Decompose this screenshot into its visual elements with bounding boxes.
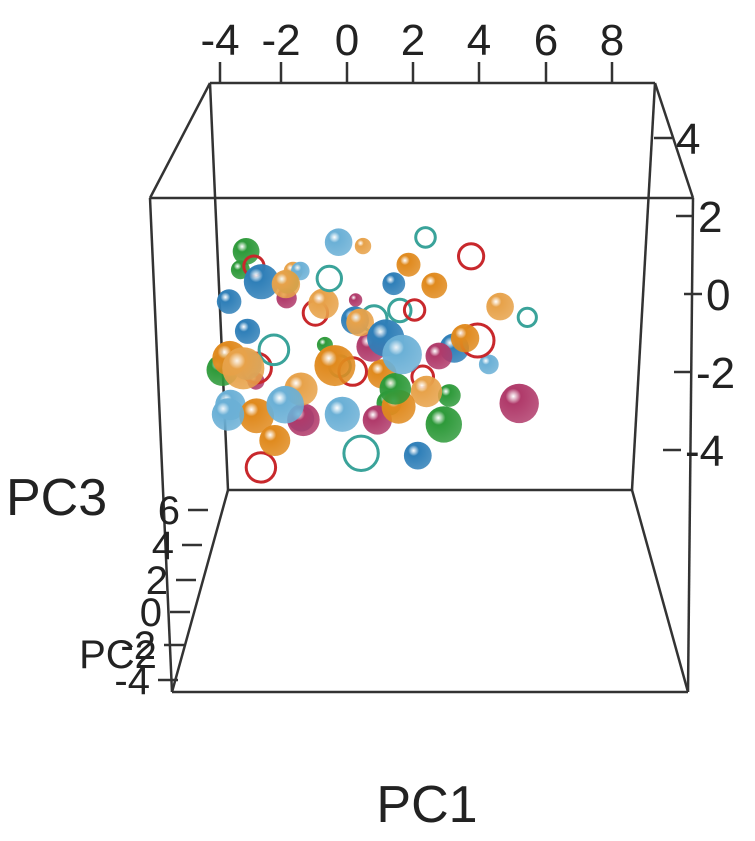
data-point [239,398,274,434]
data-point [450,324,480,353]
plot-box-front-edges [148,82,695,694]
data-point [478,354,499,375]
data-point [257,333,291,367]
data-point [457,242,486,271]
data-point [259,425,291,456]
z-tick-label: -4 [114,659,150,703]
y-tick-label: 4 [676,115,700,164]
box-edge-bottom-left-depth [170,489,230,693]
data-point [234,318,261,344]
data-point [402,298,427,322]
y-tick-label: -4 [685,427,724,476]
data-point [425,406,462,443]
data-point [396,252,421,277]
x-tick-label: 2 [401,16,425,65]
data-point [425,342,453,370]
data-point [315,264,343,293]
data-point [387,297,413,324]
y-tick-label: 2 [698,193,722,242]
data-point [232,238,260,265]
data-point [382,272,406,296]
data-point [271,269,301,299]
data-point [421,272,448,299]
data-point [403,441,432,470]
y-tick-label: -2 [696,349,735,398]
x-tick-label: 6 [534,16,558,65]
z-tick-label: -2 [120,624,156,668]
z-tick-label: 4 [152,524,174,568]
y-tick-label: 0 [706,271,730,320]
data-point [324,396,360,432]
z-tick-label: 0 [140,591,162,635]
data-point [266,385,305,424]
data-point [243,264,279,300]
scatter-points [206,226,539,484]
data-point [211,398,245,431]
data-point [348,293,363,307]
z-axis-label: PC3 [6,469,107,527]
box-edge-back-right [630,82,657,491]
data-point [314,345,356,387]
data-point [354,237,372,255]
data-point [216,289,242,314]
data-point [324,228,353,256]
data-point [516,306,538,328]
z-tick-label: 6 [158,489,180,533]
box-edge-top-left-depth [148,82,212,199]
data-point [222,347,265,390]
x-tick-label: -2 [261,16,300,65]
z-tick-label: 2 [146,559,168,603]
box-edge-front-left [148,197,174,693]
x-axis-label: PC1 [376,776,477,834]
x-tick-label: 8 [600,16,624,65]
data-point [414,226,437,249]
data-point [308,288,339,319]
y-axis-label: PC2 [79,633,157,677]
data-point [244,451,278,484]
data-point [437,384,461,407]
box-edge-top-right-depth [653,82,695,199]
x-tick-label: 4 [467,16,491,65]
x-tick-label: 0 [335,16,359,65]
data-point [382,334,422,375]
data-point [410,375,443,408]
box-edge-bottom-right-depth [630,489,690,693]
x-tick-label: -4 [200,16,239,65]
data-point [379,373,412,405]
data-point [499,383,539,424]
data-point [346,308,374,337]
data-point [486,292,514,321]
box-edge-front-right [686,197,695,693]
data-point [342,434,380,472]
